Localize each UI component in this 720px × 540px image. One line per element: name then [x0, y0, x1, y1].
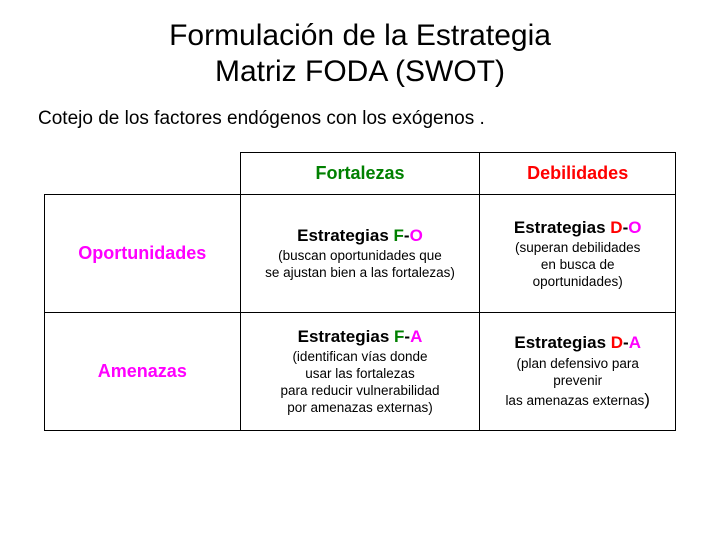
strategy-fa-label: Estrategias F-A — [247, 326, 474, 347]
row-header-oportunidades: Oportunidades — [45, 195, 241, 313]
col-header-fortalezas: Fortalezas — [240, 153, 480, 195]
cell-da: Estrategias D-A (plan defensivo para pre… — [480, 313, 676, 431]
title-line-2: Matriz FODA (SWOT) — [215, 55, 505, 88]
strategy-da-desc: (plan defensivo para prevenir las amenaz… — [486, 356, 669, 411]
strategy-do-desc: (superan debilidades en busca de oportun… — [486, 240, 669, 291]
title-line-1: Formulación de la Estrategia — [169, 19, 551, 52]
row-header-amenazas: Amenazas — [45, 313, 241, 431]
cell-fa: Estrategias F-A (identifican vías donde … — [240, 313, 480, 431]
strategy-fo-desc: (buscan oportunidades que se ajustan bie… — [247, 248, 474, 282]
col-header-debilidades: Debilidades — [480, 153, 676, 195]
strategy-fa-desc: (identifican vías donde usar las fortale… — [247, 349, 474, 417]
strategy-do-label: Estrategias D-O — [486, 217, 669, 238]
slide-title: Formulación de la Estrategia Matriz FODA… — [30, 18, 690, 90]
cell-do: Estrategias D-O (superan debilidades en … — [480, 195, 676, 313]
swot-matrix: Fortalezas Debilidades Oportunidades Est… — [44, 152, 676, 431]
strategy-da-label: Estrategias D-A — [486, 332, 669, 353]
strategy-fo-label: Estrategias F-O — [247, 225, 474, 246]
slide-subtitle: Cotejo de los factores endógenos con los… — [30, 108, 690, 130]
cell-fo: Estrategias F-O (buscan oportunidades qu… — [240, 195, 480, 313]
empty-corner — [45, 153, 241, 195]
